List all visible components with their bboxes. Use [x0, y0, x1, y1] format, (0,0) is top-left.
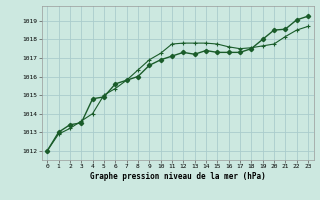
- X-axis label: Graphe pression niveau de la mer (hPa): Graphe pression niveau de la mer (hPa): [90, 172, 266, 181]
